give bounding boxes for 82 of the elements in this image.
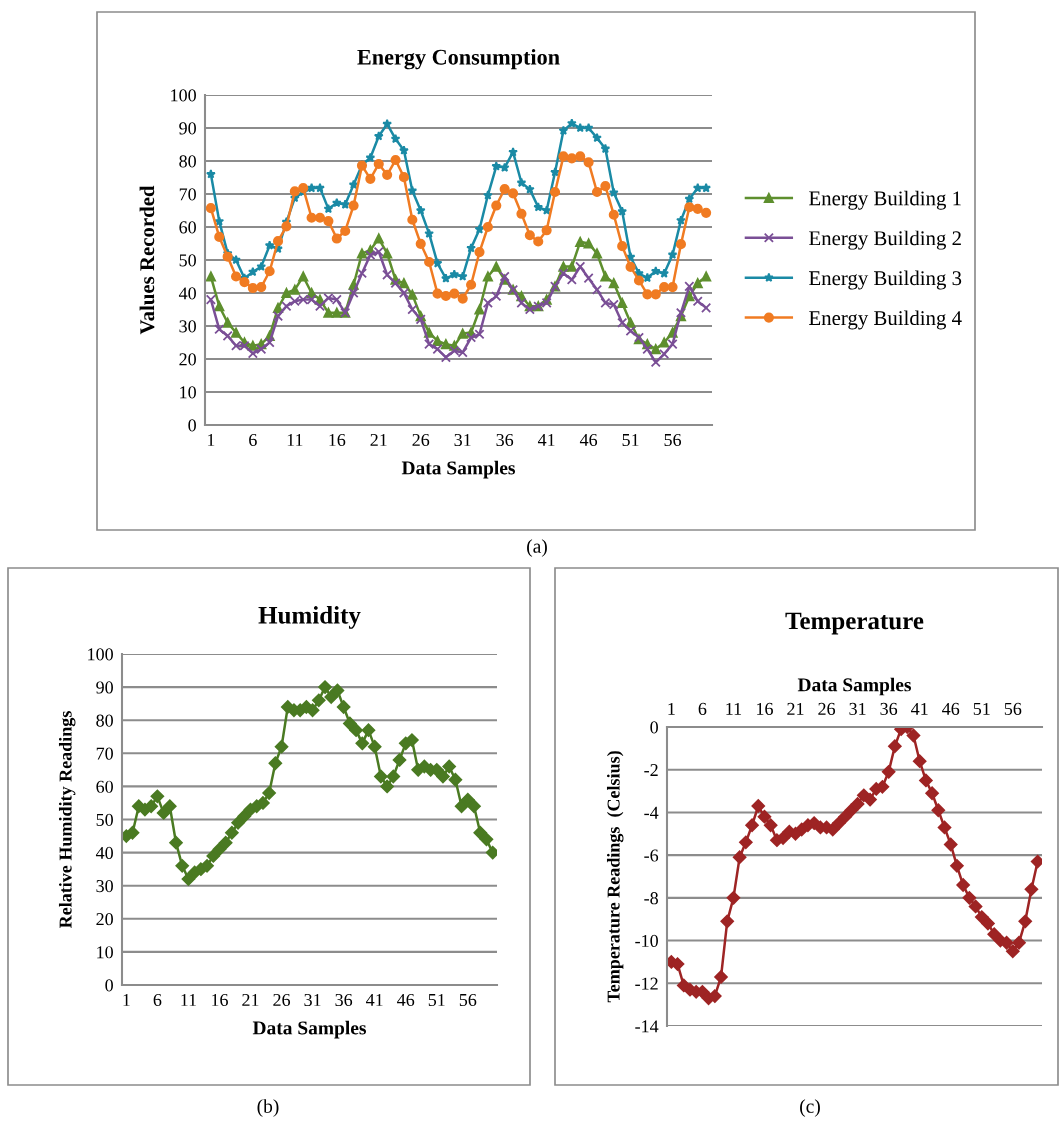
y-tick-label: 0 xyxy=(105,979,113,992)
x-tick-label: 11 xyxy=(181,993,197,1006)
chart-title: Humidity xyxy=(258,606,361,629)
y-tick-label: -6 xyxy=(644,849,659,862)
legend-label: Energy Building 3 xyxy=(809,270,962,290)
x-tick-label: 11 xyxy=(726,702,742,715)
legend-label: Energy Building 1 xyxy=(809,190,961,210)
y-tick-label: 20 xyxy=(96,913,113,926)
x-axis-title: Data Samples xyxy=(797,677,912,696)
x-tick-label: 31 xyxy=(849,702,866,715)
x-tick-label: 16 xyxy=(757,702,773,715)
y-tick-label: 100 xyxy=(171,89,196,102)
x-tick-label: 6 xyxy=(698,702,707,715)
y-tick-label: 100 xyxy=(88,648,113,661)
x-tick-label: 56 xyxy=(459,993,477,1007)
x-tick-label: 51 xyxy=(973,702,990,715)
y-axis-title: Temperature Readings (Celsius) xyxy=(606,751,624,1003)
x-tick-label: 56 xyxy=(664,433,682,447)
legend-label: Energy Building 2 xyxy=(809,230,961,250)
y-axis-title: Relative Humidity Readings xyxy=(58,711,76,929)
x-axis-title: Data Samples xyxy=(401,460,516,479)
x-tick-label: 46 xyxy=(579,433,598,447)
y-tick-label: -4 xyxy=(644,806,659,819)
y-tick-label: 50 xyxy=(179,254,196,267)
y-tick-label: 70 xyxy=(96,747,113,760)
y-tick-label: 30 xyxy=(179,320,196,333)
x-tick-label: 41 xyxy=(537,433,555,446)
chart-title: Temperature xyxy=(785,612,924,635)
x-tick-label: 41 xyxy=(366,993,383,1006)
y-tick-label: 0 xyxy=(650,721,658,734)
y-tick-label: 80 xyxy=(96,714,113,727)
chart-title: Energy Consumption xyxy=(357,49,560,70)
y-tick-label: 40 xyxy=(95,846,113,860)
y-tick-label: 50 xyxy=(96,813,113,826)
y-tick-label: 10 xyxy=(97,946,113,959)
x-tick-label: 1 xyxy=(123,993,130,1006)
x-tick-label: 1 xyxy=(668,702,675,715)
x-tick-label: 21 xyxy=(787,702,804,715)
y-tick-label: -14 xyxy=(635,1020,659,1033)
y-tick-label: 10 xyxy=(180,386,196,399)
x-tick-label: 6 xyxy=(153,993,162,1007)
x-tick-label: 51 xyxy=(622,433,639,447)
y-tick-label: 20 xyxy=(179,353,196,366)
x-tick-label: 26 xyxy=(412,433,430,447)
x-tick-label: 6 xyxy=(249,433,257,447)
y-tick-label: 40 xyxy=(178,287,196,300)
y-tick-label: 0 xyxy=(188,419,196,432)
text: (a) xyxy=(527,539,547,557)
x-tick-label: 36 xyxy=(880,702,898,715)
y-tick-label: 60 xyxy=(96,780,113,793)
x-tick-label: 41 xyxy=(911,702,928,715)
y-tick-label: 90 xyxy=(179,122,196,135)
x-tick-label: 56 xyxy=(1004,702,1022,715)
y-tick-label: -12 xyxy=(635,977,658,990)
y-tick-label: 70 xyxy=(179,188,196,201)
x-tick-label: 21 xyxy=(370,433,387,446)
x-tick-label: 26 xyxy=(273,993,291,1007)
x-tick-label: 16 xyxy=(329,433,346,447)
x-tick-label: 11 xyxy=(287,433,303,446)
text: (b) xyxy=(257,1099,279,1117)
x-tick-label: 46 xyxy=(397,993,415,1007)
x-axis-title: Data Samples xyxy=(252,1020,367,1039)
legend-label: Energy Building 4 xyxy=(809,310,962,330)
x-tick-label: 26 xyxy=(818,702,836,715)
text: (c) xyxy=(800,1099,820,1117)
y-tick-label: 30 xyxy=(96,879,113,893)
x-tick-label: 51 xyxy=(428,993,445,1007)
y-tick-label: 90 xyxy=(96,681,113,694)
y-tick-label: 80 xyxy=(179,155,196,168)
y-tick-label: -8 xyxy=(644,892,658,905)
x-tick-label: 16 xyxy=(212,993,228,1007)
y-axis-title: Values Recorded xyxy=(139,185,155,335)
x-tick-label: 21 xyxy=(242,993,259,1006)
x-tick-label: 36 xyxy=(335,993,353,1007)
y-tick-label: 60 xyxy=(179,221,196,234)
x-tick-label: 36 xyxy=(496,433,514,447)
y-tick-label: -10 xyxy=(635,934,658,948)
x-tick-label: 31 xyxy=(454,433,471,447)
y-tick-label: -2 xyxy=(644,764,658,776)
x-tick-label: 46 xyxy=(942,702,960,715)
x-tick-label: 1 xyxy=(207,433,215,446)
x-tick-label: 31 xyxy=(304,993,321,1007)
